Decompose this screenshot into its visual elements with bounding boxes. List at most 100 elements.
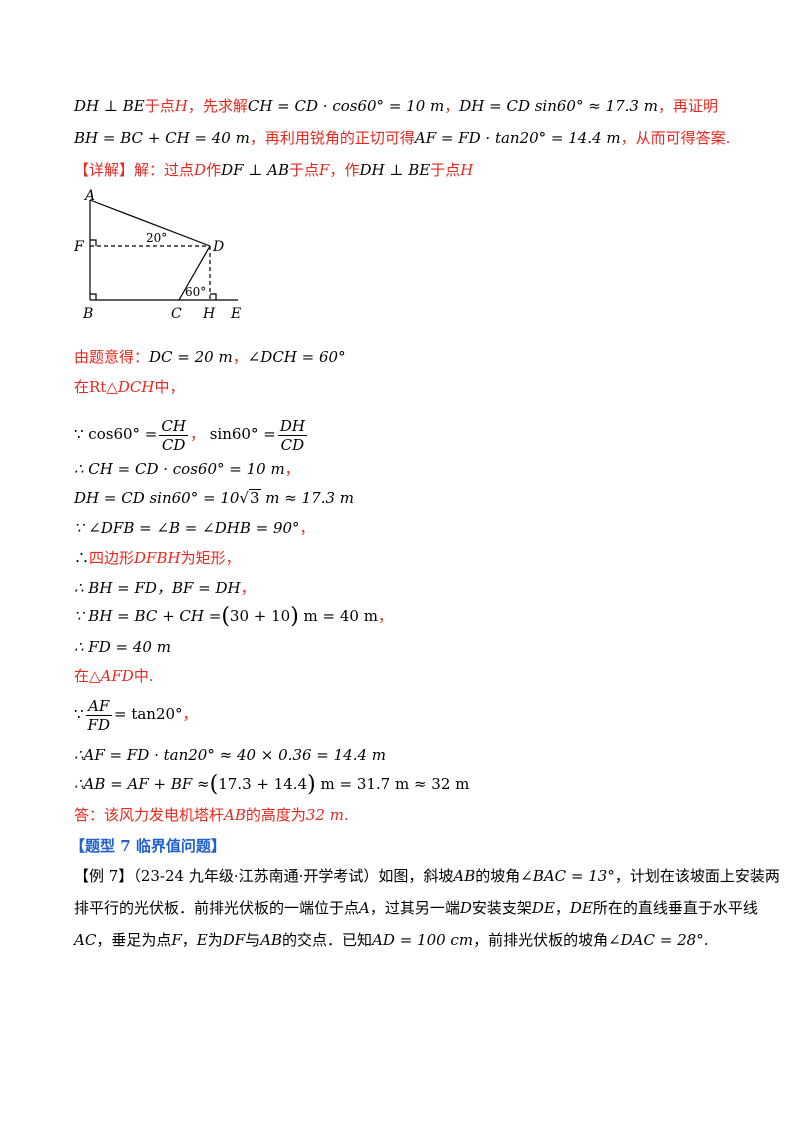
segment-name: AB	[260, 931, 283, 949]
label-b: B	[82, 306, 93, 322]
math-expr: = tan20°	[113, 705, 183, 723]
step-text: 由题意得：	[74, 348, 150, 366]
left-paren: (	[209, 772, 219, 797]
math-expr: ∴ BH = FD，BF = DH	[74, 579, 241, 597]
step-text: ，	[189, 425, 205, 443]
point-label: F	[319, 161, 330, 179]
fraction-dh-cd: DH CD	[277, 416, 307, 454]
example-text: 排平行的光伏板．前排光伏板的一端位于点	[74, 899, 360, 917]
right-angle-mark-h	[210, 293, 217, 300]
label-h: H	[202, 306, 216, 322]
step-text: 在△	[74, 667, 101, 685]
example-text: 所在的直线垂直于水平线	[592, 899, 758, 917]
hint-text: ，从而可得答案.	[620, 129, 731, 147]
example-line-2: 排平行的光伏板．前排光伏板的一端位于点A，过其另一端D安装支架DE，DE所在的直…	[74, 898, 758, 918]
solution-hint-line-2: BH = BC + CH = 40 m，再利用锐角的正切可得AF = FD · …	[74, 128, 730, 148]
point-label: A	[359, 899, 370, 917]
example-line-1: 【例 7】（23-24 九年级·江苏南通·开学考试）如图，斜坡AB的坡角∠BAC…	[74, 866, 780, 886]
left-paren: (	[221, 604, 230, 629]
detail-text: ，作	[329, 161, 360, 179]
angle-label-20: 20°	[146, 231, 167, 245]
step-text: 四边形	[89, 549, 135, 567]
denominator: FD	[87, 715, 110, 734]
answer-text: 的高度为	[245, 806, 306, 824]
segment-name: DE	[569, 899, 593, 917]
example-text: ，	[181, 931, 197, 949]
math-expr: ∴ FD = 40 m	[74, 638, 171, 656]
angle-label-60: 60°	[185, 285, 206, 299]
fraction-ch-cd: CH CD	[159, 417, 188, 454]
right-paren: )	[290, 604, 299, 629]
step-text: ，	[299, 519, 315, 537]
section-title: 【题型 7 临界值问题】	[70, 837, 226, 855]
segment-name: DF	[222, 931, 246, 949]
right-paren: )	[307, 772, 316, 797]
step-in-triangle-afd: 在△AFD中.	[74, 666, 154, 686]
radicand: 3	[248, 489, 261, 507]
answer-text: .	[343, 806, 349, 824]
label-e: E	[230, 306, 241, 322]
step-tan: ∵ AF FD = tan20°，	[74, 694, 198, 734]
math-expr: ∠DAC = 28°	[608, 931, 704, 949]
segment-name: DE	[531, 899, 555, 917]
example-line-3: AC，垂足为点F，E为DF与AB的交点．已知AD = 100 cm，前排光伏板的…	[74, 930, 708, 950]
segment-name: AB	[224, 806, 246, 824]
math-expr: ∴ CH = CD · cos60° = 10 m	[74, 460, 285, 478]
math-expr: DH ⊥ BE	[74, 97, 145, 115]
therefore-symbol: ∴	[74, 549, 90, 567]
step-text: ，	[377, 607, 393, 625]
answer-line: 答：该风力发电机塔杆AB的高度为32 m.	[74, 805, 349, 825]
numerator: DH	[277, 416, 307, 436]
math-expr: m = 40 m	[298, 607, 378, 625]
detail-text: 解：过点	[134, 161, 195, 179]
hint-text: ，再利用锐角的正切可得	[249, 129, 415, 147]
math-expr: ∵ cos60° =	[74, 425, 158, 443]
step-given: 由题意得：DC = 20 m，∠DCH = 60°	[74, 347, 346, 367]
math-expr: DF ⊥ AB	[221, 161, 290, 179]
math-expr: DC = 20 m	[149, 348, 233, 366]
denominator: CD	[280, 435, 305, 454]
answer-value: 32 m	[305, 806, 344, 824]
step-text: 为矩形，	[180, 549, 241, 567]
step-bh: ∵ BH = BC + CH =(30 + 10) m = 40 m，	[74, 604, 393, 629]
step-text: 在Rt△	[74, 378, 118, 396]
numerator: CH	[159, 416, 188, 436]
example-text: 【例 7】（23-24 九年级·江苏南通·开学考试）如图，斜坡	[74, 867, 454, 885]
math-expr: ∠DCH = 60°	[247, 348, 346, 366]
math-expr: m ≈ 17.3 m	[260, 489, 355, 507]
math-expr: ∵ ∠DFB = ∠B = ∠DHB = 90°	[74, 519, 300, 537]
step-text: 中，	[154, 378, 185, 396]
example-text: ，计划在该坡面上安装两	[614, 867, 780, 885]
detail-text: 于点	[430, 161, 461, 179]
triangle-name: AFD	[100, 667, 134, 685]
hint-text: 于点	[144, 97, 175, 115]
step-af: ∴AF = FD · tan20° ≈ 40 × 0.36 = 14.4 m	[74, 745, 386, 765]
right-angle-mark-b	[90, 293, 97, 300]
geometry-figure: A F B C D H E 20° 60°	[73, 188, 241, 322]
hint-text: ，先求解	[187, 97, 248, 115]
point-label: H	[174, 97, 188, 115]
denominator: CD	[161, 435, 186, 454]
math-expr: 17.3 + 14.4	[218, 775, 308, 793]
example-text: 为	[207, 931, 223, 949]
point-label: D	[194, 161, 207, 179]
math-expr: ∠BAC = 13°	[520, 867, 615, 885]
segment-name: AB	[453, 867, 476, 885]
detail-heading-line: 【详解】解：过点D作DF ⊥ AB于点F，作DH ⊥ BE于点H	[74, 160, 473, 180]
detail-text: 作	[206, 161, 222, 179]
example-text: ，过其另一端	[369, 899, 460, 917]
example-text: 与	[245, 931, 261, 949]
step-in-triangle-dch: 在Rt△DCH中，	[74, 377, 184, 397]
step-dh: DH = CD sin60° = 10√3 m ≈ 17.3 m	[74, 488, 354, 508]
step-text: ，	[284, 460, 300, 478]
detail-text: 于点	[289, 161, 320, 179]
because-symbol: ∵	[74, 705, 84, 723]
math-expr: ∵ BH = BC + CH =	[74, 607, 222, 625]
answer-text: 答：该风力发电机塔杆	[74, 806, 225, 824]
numerator: AF	[85, 697, 112, 716]
step-text: ，	[232, 348, 248, 366]
math-expr: DH = CD sin60° ≈ 17.3 m	[459, 97, 658, 115]
example-text: 的坡角	[475, 867, 521, 885]
example-text: 的交点．已知	[282, 931, 373, 949]
step-fd: ∴ FD = 40 m	[74, 637, 171, 657]
